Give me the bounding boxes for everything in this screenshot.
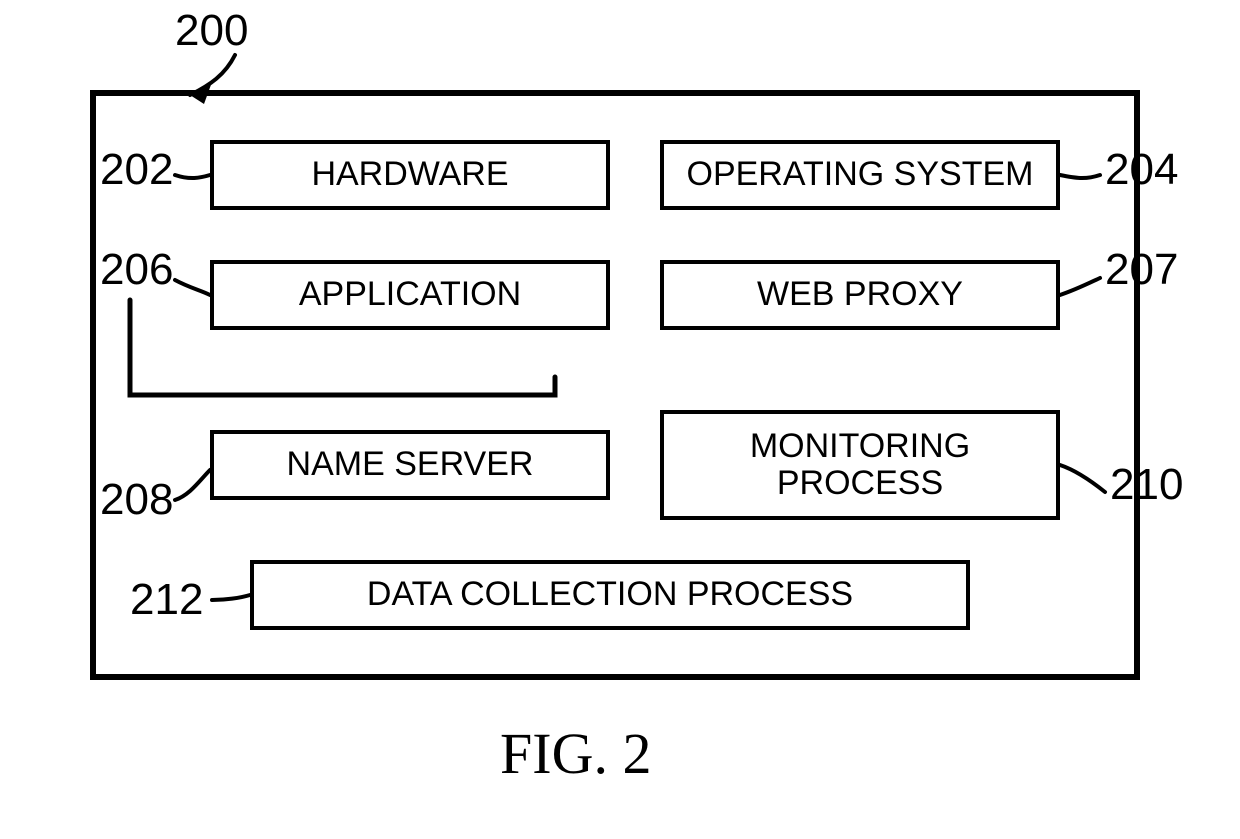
block-monitoring: MONITORINGPROCESS [660, 410, 1060, 520]
figure-caption: FIG. 2 [500, 720, 651, 787]
block-webproxy: WEB PROXY [660, 260, 1060, 330]
block-datacoll: DATA COLLECTION PROCESS [250, 560, 970, 630]
ref-206: 206 [100, 245, 173, 295]
block-nameserver: NAME SERVER [210, 430, 610, 500]
block-application: APPLICATION [210, 260, 610, 330]
ref-202: 202 [100, 145, 173, 195]
block-os: OPERATING SYSTEM [660, 140, 1060, 210]
ref-204: 204 [1105, 145, 1178, 195]
ref-207: 207 [1105, 245, 1178, 295]
block-hardware: HARDWARE [210, 140, 610, 210]
ref-208: 208 [100, 475, 173, 525]
ref-210: 210 [1110, 460, 1183, 510]
ref-200: 200 [175, 6, 248, 56]
ref-212: 212 [130, 575, 203, 625]
diagram-canvas: HARDWARE OPERATING SYSTEM APPLICATION WEB P… [0, 0, 1240, 839]
